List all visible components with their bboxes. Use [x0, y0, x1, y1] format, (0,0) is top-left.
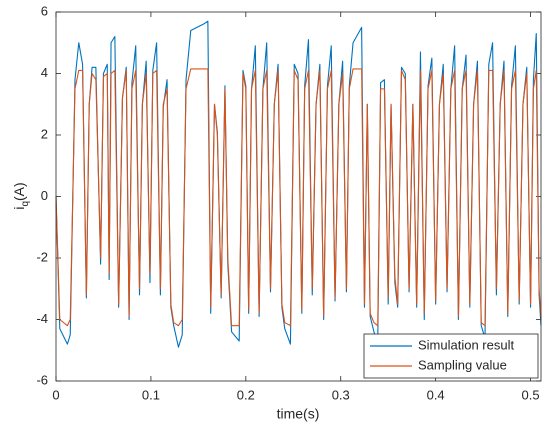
x-tick-label: 0.1	[142, 387, 160, 402]
y-label-sub: q	[20, 201, 31, 207]
x-tick-label: 0.2	[237, 387, 255, 402]
x-tick-label: 0	[52, 387, 59, 402]
y-tick-label: -2	[36, 249, 48, 264]
legend-label: Sampling value	[418, 357, 507, 372]
x-tick-label: 0.4	[427, 387, 445, 402]
series-line	[55, 68, 542, 327]
y-tick-label: -4	[36, 311, 48, 326]
plot-frame	[55, 11, 542, 382]
y-tick-label: 6	[41, 3, 48, 18]
legend-box	[363, 333, 539, 379]
legend: Simulation result Sampling value	[363, 333, 539, 379]
x-axis-label: time(s)	[277, 406, 320, 422]
y-tick-label: 2	[41, 126, 48, 141]
y-label-base: i	[11, 207, 27, 210]
x-tick-label: 0.5	[522, 387, 540, 402]
y-label-rest: (A)	[11, 182, 27, 201]
y-tick-label: 4	[41, 65, 48, 80]
y-tick-label: -6	[36, 372, 48, 387]
legend-label: Simulation result	[418, 337, 514, 352]
y-tick-label: 0	[41, 188, 48, 203]
y-axis-label: iq(A)	[11, 182, 31, 209]
x-tick-label: 0.3	[332, 387, 350, 402]
